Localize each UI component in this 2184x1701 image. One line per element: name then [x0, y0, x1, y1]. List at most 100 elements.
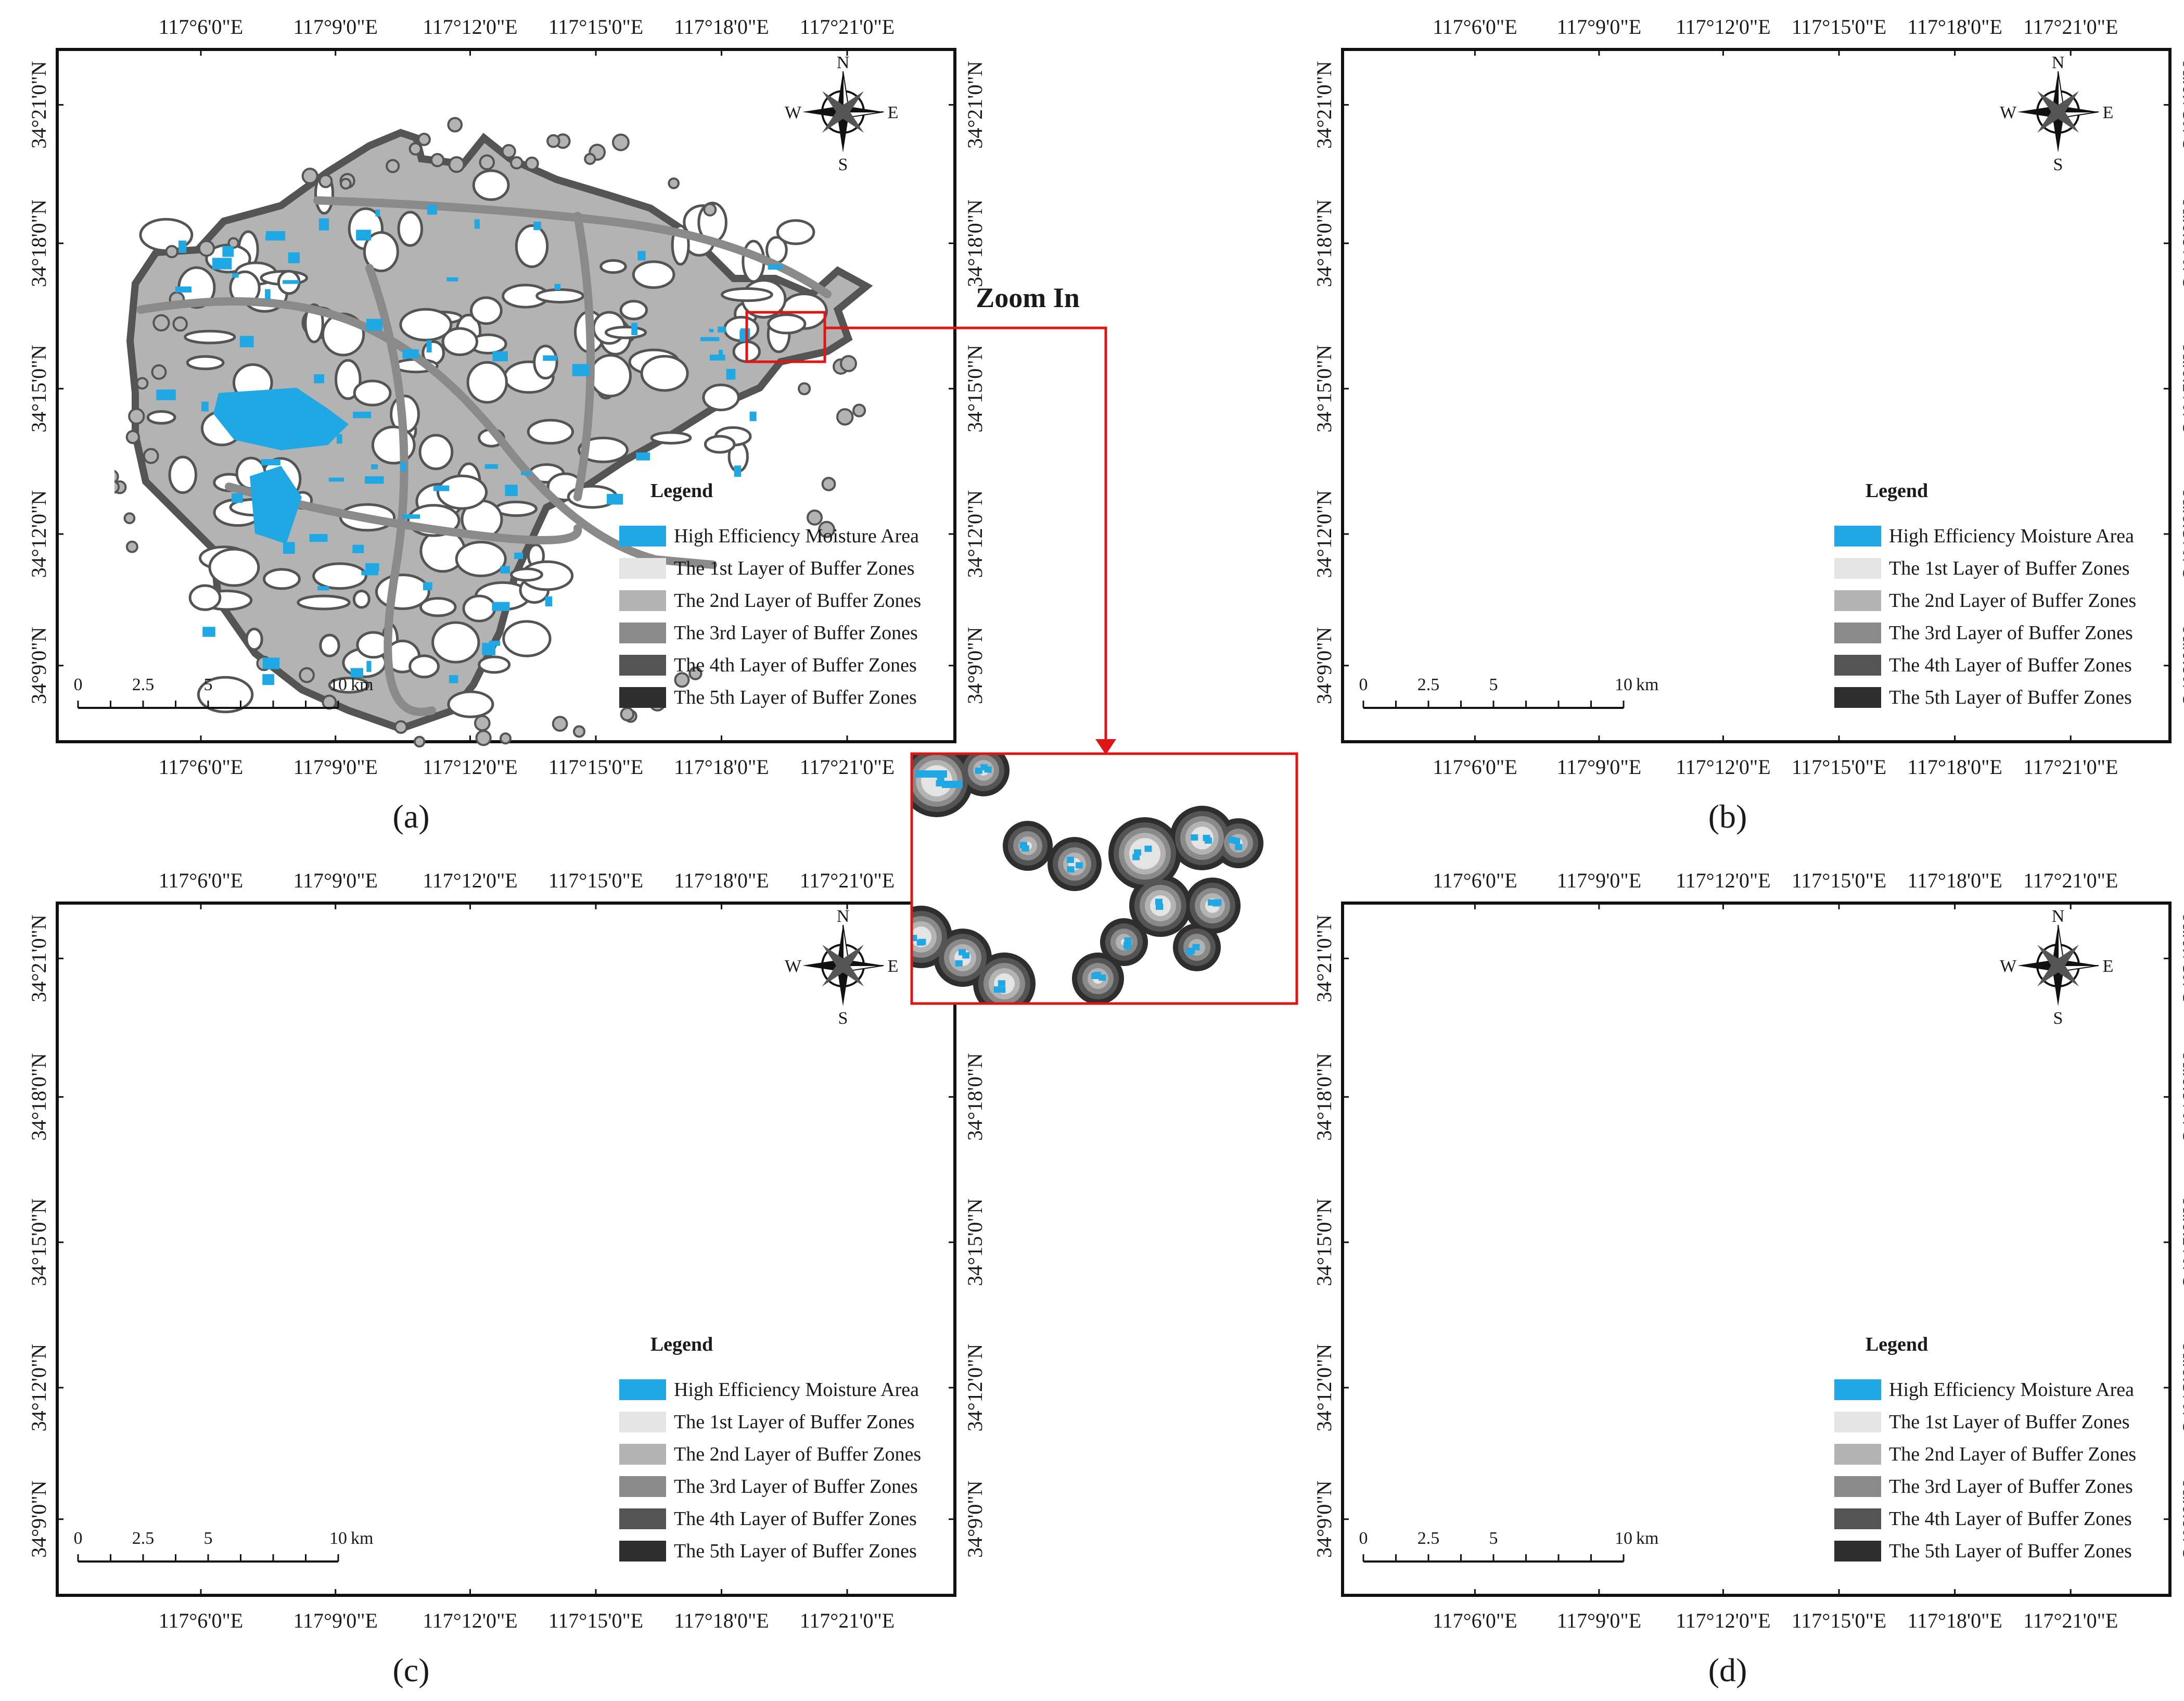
lon-tick-label-bottom: 117°15'0"E — [1792, 1609, 1886, 1632]
lon-tick-label-top: 117°6'0"E — [1433, 869, 1517, 892]
legend-item-label: The 2nd Layer of Buffer Zones — [674, 590, 921, 612]
lat-tick-label-left: 34°12'0"N — [27, 1344, 50, 1431]
map-frame — [1341, 902, 2172, 1597]
non-buffer-gaps — [139, 169, 828, 718]
legend-title: Legend — [650, 480, 713, 502]
north-arrow-compass-icon: N S E W — [785, 53, 898, 174]
lat-tick-label-right: 34°21'0"N — [2178, 61, 2184, 148]
legend-swatch — [1834, 1541, 1881, 1562]
lon-tick-label-bottom: 117°15'0"E — [548, 755, 643, 779]
legend-swatch — [1834, 687, 1881, 708]
lon-tick-label-top: 117°12'0"E — [1676, 869, 1770, 892]
legend-item-label: The 1st Layer of Buffer Zones — [674, 1411, 915, 1433]
scale-label: 5 — [204, 1529, 213, 1548]
lon-tick-label-top: 117°18'0"E — [674, 15, 769, 39]
legend-item-label: The 3rd Layer of Buffer Zones — [674, 1476, 918, 1497]
legend-item-label: The 5th Layer of Buffer Zones — [674, 1540, 917, 1562]
legend-swatch — [619, 687, 666, 708]
lon-tick-label-bottom: 117°12'0"E — [423, 755, 517, 779]
north-arrow-compass-icon: N S E W — [785, 907, 898, 1028]
lon-tick-label-bottom: 117°21'0"E — [2023, 755, 2118, 779]
lon-tick-label-top: 117°21'0"E — [800, 869, 895, 892]
lon-tick-label-bottom: 117°12'0"E — [1676, 755, 1770, 779]
map-panel-d: 117°6'0"E 117°6'0"E 117°9'0"E 117°9'0"E 117°… — [1312, 869, 2184, 1689]
lon-tick-label-top: 117°15'0"E — [1792, 869, 1886, 892]
lat-tick-label-right: 34°9'0"N — [2178, 627, 2184, 704]
lon-tick-label-bottom: 117°18'0"E — [1907, 1609, 2002, 1632]
scale-label: 0 — [1359, 1529, 1368, 1548]
legend-title: Legend — [1866, 480, 1928, 502]
lat-tick-label-right: 34°12'0"N — [963, 490, 987, 578]
lon-tick-label-top: 117°9'0"E — [293, 869, 378, 892]
panel-label: (c) — [392, 1652, 429, 1689]
scale-label: 5 — [1489, 1529, 1498, 1548]
lon-tick-label-bottom: 117°15'0"E — [1792, 755, 1886, 779]
lon-tick-label-top: 117°21'0"E — [800, 15, 895, 39]
lon-tick-label-bottom: 117°15'0"E — [548, 1609, 643, 1632]
lon-tick-label-bottom: 117°18'0"E — [674, 755, 769, 779]
lat-tick-label-left: 34°21'0"N — [1312, 61, 1336, 148]
lon-tick-label-bottom: 117°18'0"E — [674, 1609, 769, 1632]
scale-label: 10 — [329, 675, 347, 694]
scale-label: 10 — [329, 1529, 347, 1548]
scale-unit: km — [1636, 1529, 1658, 1548]
lon-tick-label-top: 117°9'0"E — [293, 15, 378, 39]
lon-tick-label-bottom: 117°18'0"E — [1907, 755, 2002, 779]
scale-unit: km — [351, 1529, 373, 1548]
lat-tick-label-right: 34°21'0"N — [963, 61, 987, 148]
compass-w-label: W — [2000, 103, 2017, 122]
lat-tick-label-left: 34°18'0"N — [27, 1053, 50, 1140]
legend-item-label: High Efficiency Moisture Area — [1889, 1379, 2134, 1401]
compass-e-label: E — [2103, 957, 2114, 976]
scale-label: 5 — [1489, 675, 1498, 694]
legend: Legend High Efficiency Moisture Area The 1… — [1834, 1334, 2136, 1562]
legend: Legend High Efficiency Moisture Area The 1… — [619, 1334, 921, 1562]
lon-tick-label-bottom: 117°6'0"E — [159, 755, 243, 779]
zoom-callout: Zoom In — [745, 282, 1298, 1005]
scale-bar: 0 2.5 5 10 km — [1359, 1529, 1658, 1563]
legend-item-label: The 5th Layer of Buffer Zones — [1889, 1540, 2132, 1562]
lon-tick-label-top: 117°12'0"E — [423, 15, 517, 39]
study-area — [114, 117, 873, 748]
lon-tick-label-bottom: 117°9'0"E — [293, 755, 378, 779]
lat-tick-label-left: 34°15'0"N — [1312, 1198, 1336, 1286]
map-frame — [1341, 48, 2172, 743]
zoom-region-box — [745, 311, 826, 363]
lat-tick-label-right: 34°15'0"N — [963, 345, 987, 432]
panel-label: (a) — [392, 798, 429, 835]
lon-tick-label-top: 117°9'0"E — [1557, 15, 1641, 39]
compass-s-label: S — [838, 1009, 848, 1028]
compass-w-label: W — [785, 957, 802, 976]
legend-item-label: The 4th Layer of Buffer Zones — [1889, 1508, 2132, 1530]
legend-swatch — [619, 623, 666, 643]
compass-w-label: W — [785, 103, 802, 122]
scale-label: 2.5 — [1417, 675, 1440, 694]
legend-item-label: The 2nd Layer of Buffer Zones — [1889, 1443, 2136, 1465]
legend: Legend High Efficiency Moisture Area The 1… — [619, 480, 921, 708]
legend-item-label: The 3rd Layer of Buffer Zones — [674, 622, 918, 644]
legend-swatch — [619, 655, 666, 676]
scale-unit: km — [1636, 675, 1658, 694]
lat-tick-label-right: 34°9'0"N — [963, 1480, 987, 1557]
lat-tick-label-right: 34°12'0"N — [963, 1344, 987, 1431]
legend-swatch — [619, 1541, 666, 1562]
lat-tick-label-right: 34°12'0"N — [2178, 1344, 2184, 1431]
lon-tick-label-top: 117°6'0"E — [1433, 15, 1517, 39]
lon-tick-label-top: 117°15'0"E — [548, 869, 643, 892]
legend-swatch — [619, 1508, 666, 1529]
legend-swatch — [619, 1379, 666, 1400]
north-arrow-compass-icon: N S E W — [2000, 907, 2113, 1028]
zoom-inset-map — [910, 752, 1298, 1005]
panel-label: (b) — [1708, 798, 1747, 835]
legend-swatch — [619, 526, 666, 547]
scale-label: 0 — [74, 675, 83, 694]
scale-label: 0 — [1359, 675, 1368, 694]
lat-tick-label-right: 34°9'0"N — [2178, 1480, 2184, 1557]
lon-tick-label-top: 117°12'0"E — [1676, 15, 1770, 39]
buffer-dots — [114, 117, 866, 748]
lon-tick-label-top: 117°21'0"E — [2023, 15, 2118, 39]
legend-swatch — [1834, 655, 1881, 676]
scale-bar: 0 2.5 5 10 km — [74, 1529, 373, 1563]
lat-tick-label-right: 34°12'0"N — [2178, 490, 2184, 578]
